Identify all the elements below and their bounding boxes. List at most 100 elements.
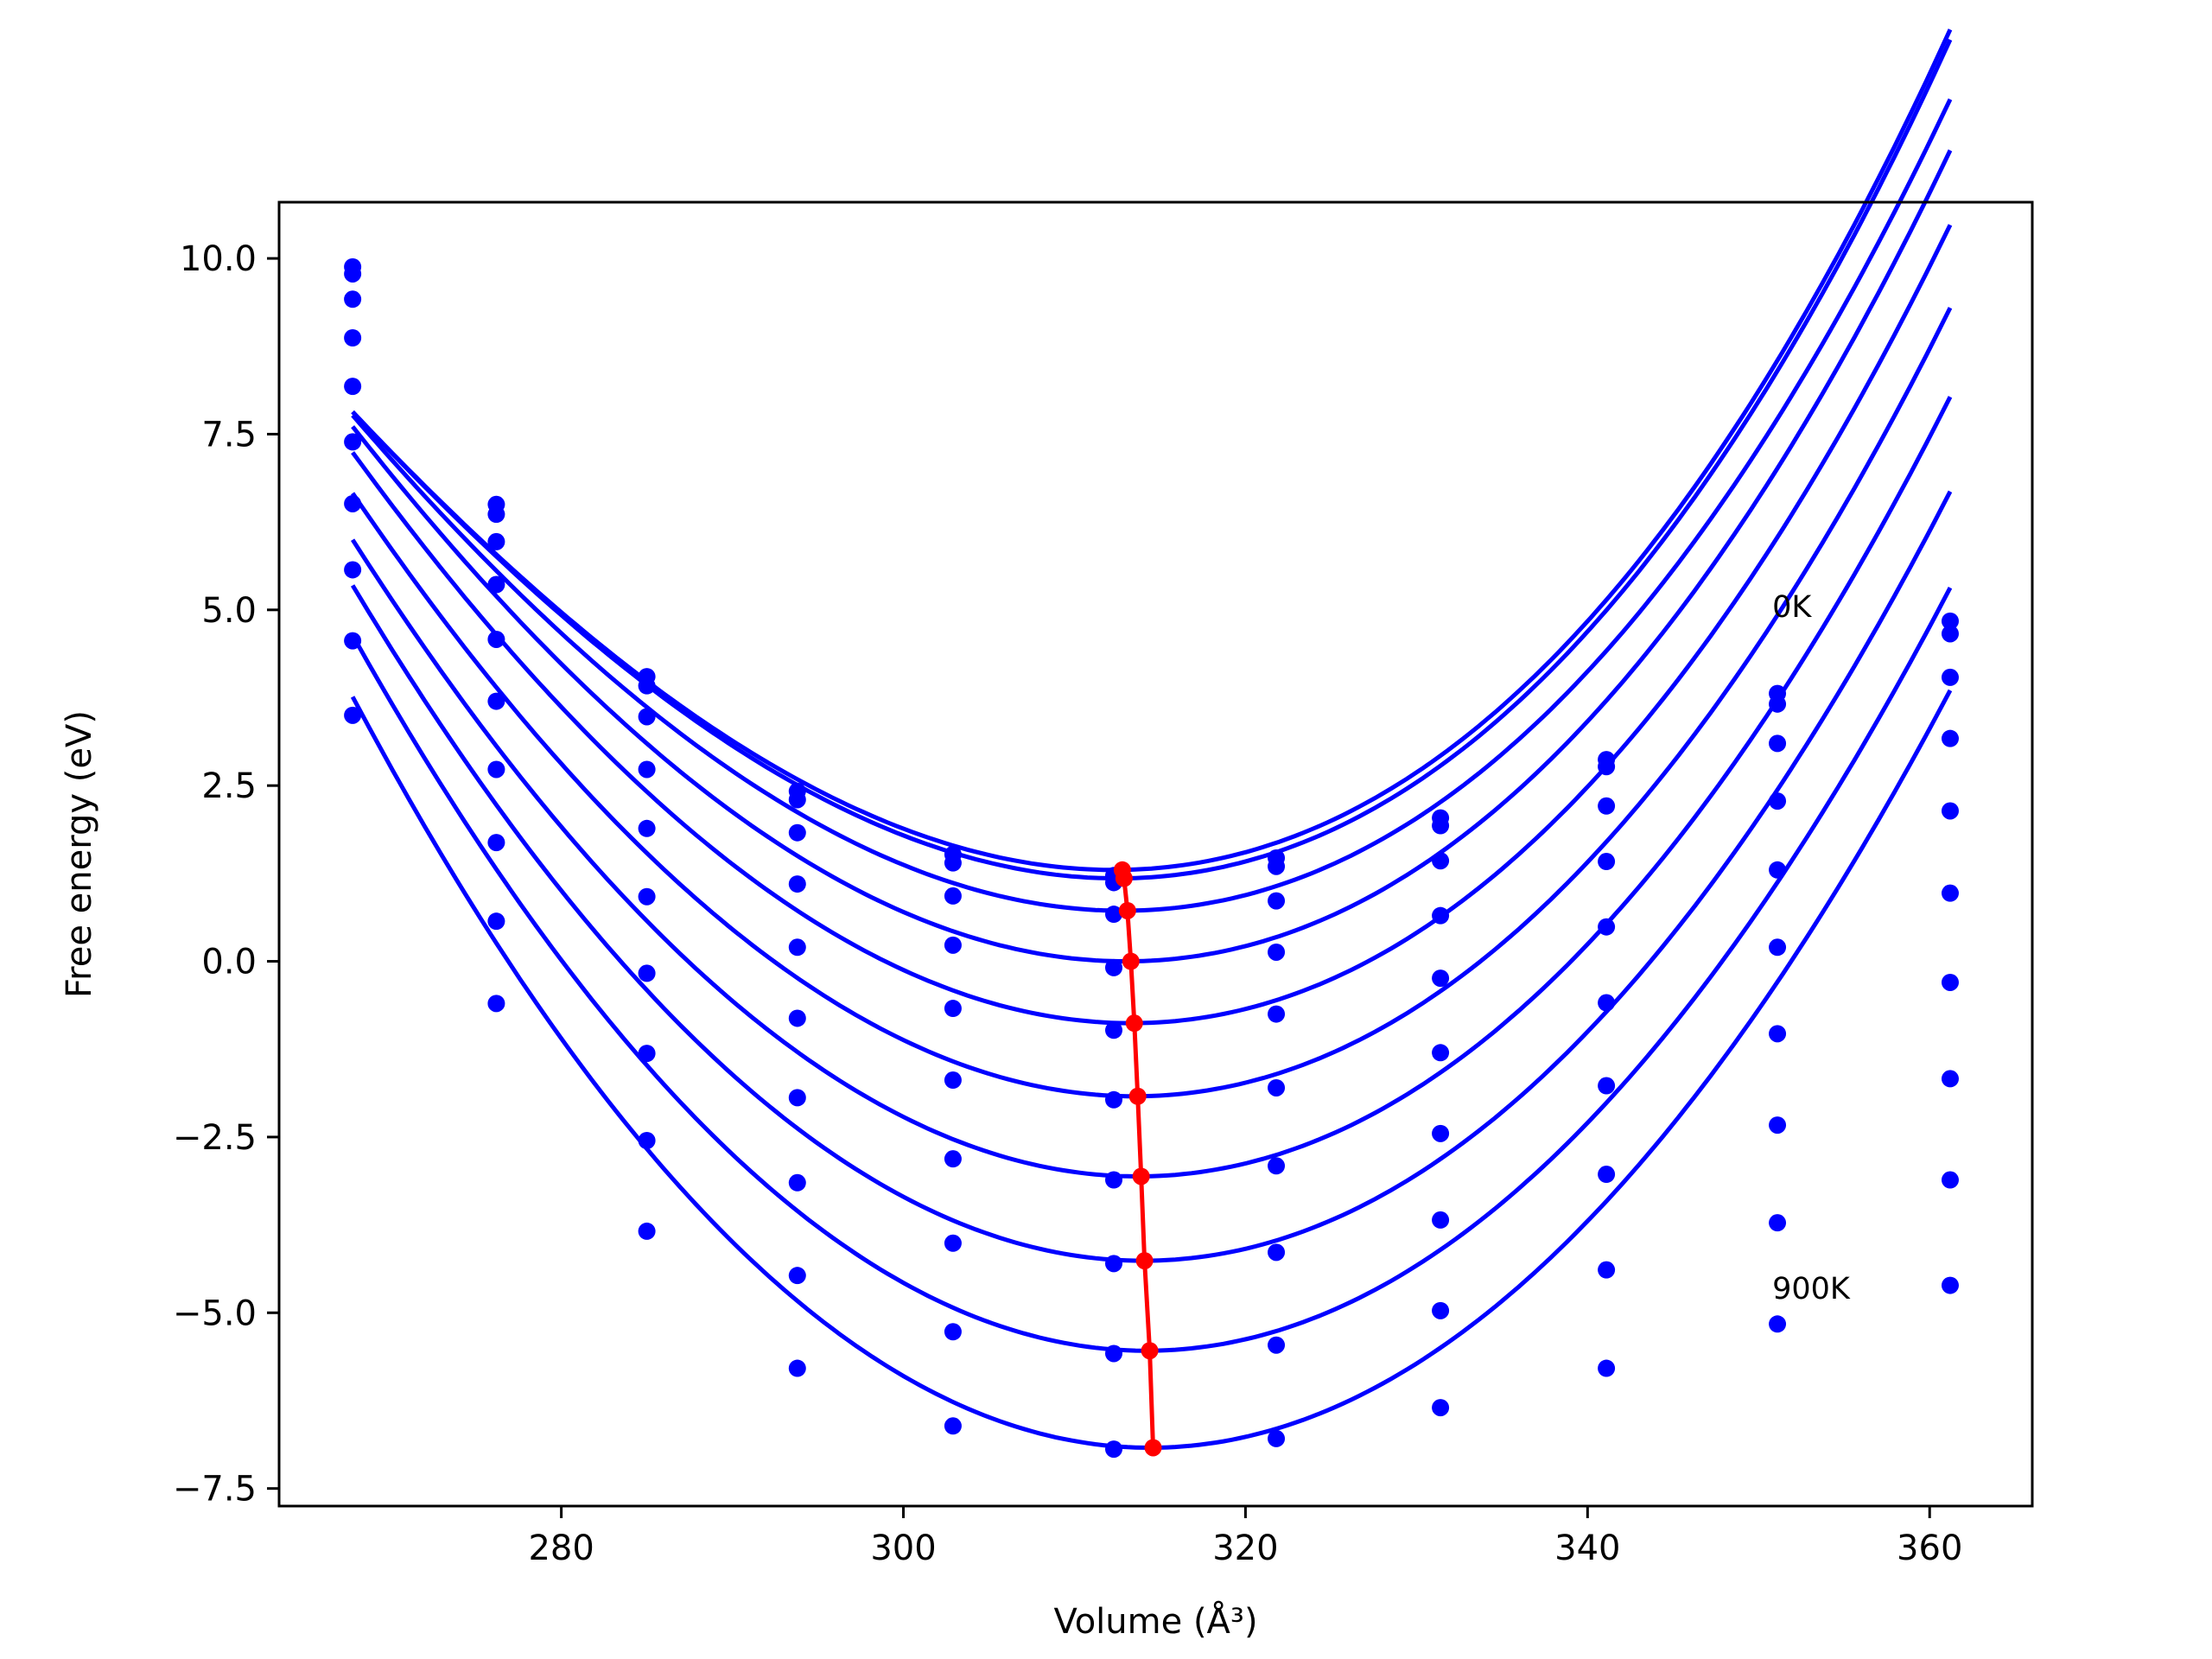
data-point: [788, 875, 806, 893]
data-point: [487, 834, 505, 852]
data-point: [1598, 853, 1616, 871]
x-tick-label: 280: [528, 1529, 594, 1568]
data-point: [638, 1222, 656, 1240]
y-axis-label: Free energy (eV): [60, 710, 99, 998]
data-point: [1769, 734, 1787, 753]
y-tick-label: 10.0: [180, 239, 257, 279]
data-point: [1941, 884, 1959, 902]
y-tick-label: 7.5: [201, 415, 257, 454]
minimum-point: [1128, 1087, 1147, 1105]
data-point: [638, 887, 656, 906]
data-point: [1941, 1276, 1959, 1294]
data-point: [487, 995, 505, 1013]
x-tick-label: 320: [1212, 1529, 1278, 1568]
data-point: [788, 938, 806, 957]
data-point: [1598, 797, 1616, 815]
fit-curve-1: [351, 38, 1953, 881]
data-point: [1105, 958, 1123, 976]
data-point: [1769, 1025, 1787, 1043]
data-point: [487, 505, 505, 524]
y-tick-label: −5.0: [173, 1294, 257, 1333]
data-point: [487, 760, 505, 779]
data-point: [344, 561, 362, 579]
data-point: [788, 823, 806, 842]
data-point: [1432, 1399, 1450, 1417]
data-point: [1941, 973, 1959, 991]
data-point: [1769, 1214, 1787, 1232]
minimum-point: [1115, 869, 1133, 887]
data-point: [344, 632, 362, 650]
data-point: [944, 1417, 962, 1435]
data-point: [344, 290, 362, 308]
minimum-point: [1141, 1342, 1159, 1360]
data-point: [788, 1173, 806, 1192]
data-point: [1769, 861, 1787, 879]
data-point: [1598, 1166, 1616, 1184]
minimum-point: [1135, 1252, 1154, 1270]
data-point: [638, 760, 656, 779]
data-point: [1105, 1440, 1123, 1459]
data-point: [1598, 758, 1616, 776]
y-tick-label: −7.5: [173, 1470, 257, 1510]
plot-frame: [277, 200, 2034, 1508]
minima-path: [1120, 869, 1155, 1448]
minimum-point: [1122, 952, 1140, 970]
data-point: [788, 1359, 806, 1377]
data-point: [1432, 1301, 1450, 1319]
minimum-point: [1132, 1167, 1150, 1185]
fit-curve-5: [351, 307, 1953, 1099]
data-point: [1941, 802, 1959, 820]
data-point: [1598, 918, 1616, 936]
data-point: [1268, 1243, 1286, 1262]
data-point: [1941, 1171, 1959, 1189]
data-point: [638, 1131, 656, 1149]
annotations: 0K 900K: [1772, 590, 1851, 1306]
data-point: [1105, 1171, 1123, 1189]
x-axis-label: Volume (Å³): [1053, 1600, 1257, 1642]
y-axis-ticks: 10.0 7.5 5.0 2.5 0.0 −2.5 −5.0 −7.5: [173, 239, 279, 1510]
data-point: [788, 1267, 806, 1285]
data-point: [638, 964, 656, 982]
data-point: [1941, 668, 1959, 686]
data-point: [1769, 695, 1787, 713]
data-point: [344, 378, 362, 396]
minimum-point: [1118, 901, 1136, 919]
data-point: [1268, 857, 1286, 875]
fit-curve-6: [350, 396, 1953, 1179]
data-point: [1769, 1116, 1787, 1135]
data-point: [788, 1089, 806, 1107]
minimum-point: [1125, 1014, 1143, 1033]
annotation-label: 0K: [1772, 590, 1812, 625]
data-point: [1268, 943, 1286, 961]
data-point: [1268, 1005, 1286, 1023]
minima-line: [1113, 861, 1162, 1457]
data-point: [1432, 969, 1450, 988]
fit-curve-4: [351, 224, 1953, 1026]
data-point: [487, 532, 505, 550]
data-point: [487, 575, 505, 594]
data-point: [944, 887, 962, 905]
data-point: [1941, 729, 1959, 747]
data-point: [344, 494, 362, 512]
data-point: [1769, 1315, 1787, 1333]
data-point: [1769, 938, 1787, 957]
data-point: [1268, 1078, 1286, 1096]
data-point: [487, 692, 505, 710]
data-point: [944, 936, 962, 954]
data-point: [1432, 1124, 1450, 1142]
data-point: [344, 264, 362, 283]
data-point: [1432, 1044, 1450, 1062]
data-point: [487, 912, 505, 931]
x-tick-label: 360: [1897, 1529, 1962, 1568]
data-point: [344, 433, 362, 451]
data-point: [638, 677, 656, 695]
data-point: [944, 854, 962, 872]
data-points: [344, 257, 1959, 1459]
data-point: [1105, 906, 1123, 924]
fit-curve-0: [351, 29, 1953, 873]
data-point: [1268, 1336, 1286, 1354]
data-point: [487, 630, 505, 648]
fit-curve-3: [351, 149, 1953, 964]
